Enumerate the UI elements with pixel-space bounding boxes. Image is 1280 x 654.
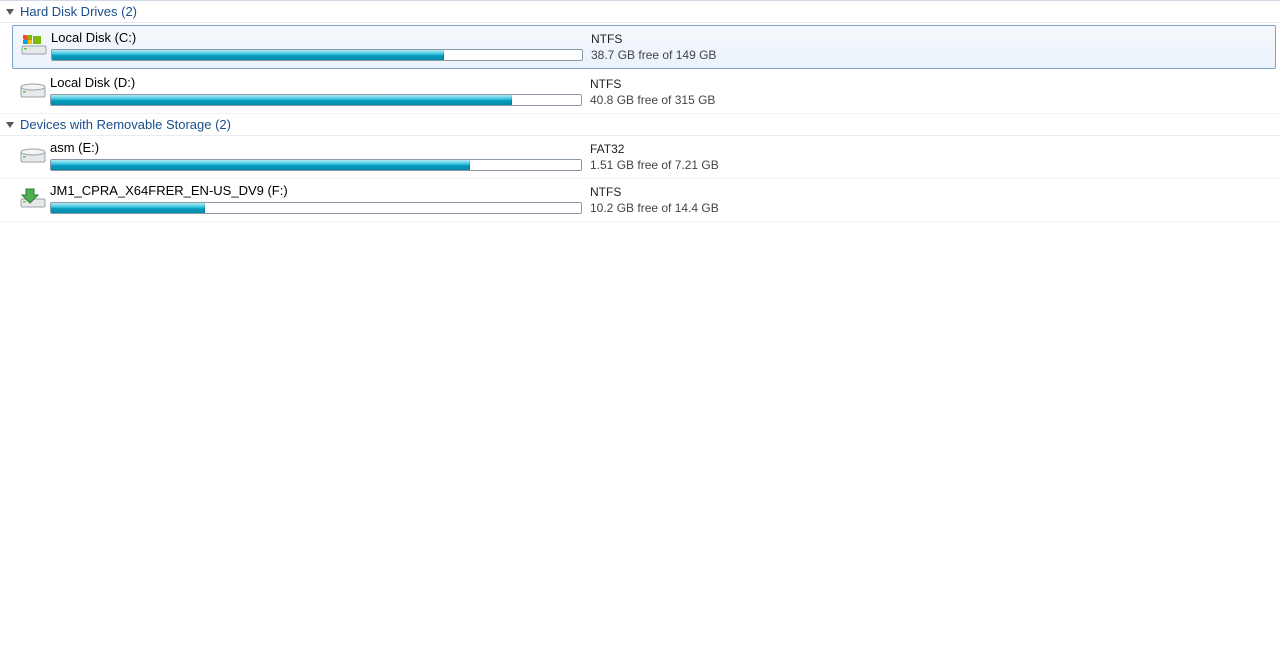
free-space-label: 38.7 GB free of 149 GB xyxy=(591,48,716,62)
drive-group: Devices with Removable Storage (2) asm (… xyxy=(0,114,1280,222)
filesystem-label: NTFS xyxy=(590,77,715,91)
usage-bar xyxy=(50,159,582,171)
usage-bar xyxy=(51,49,583,61)
drive-row[interactable]: JM1_CPRA_X64FRER_EN-US_DV9 (F:) NTFS 10.2 … xyxy=(0,179,1280,222)
drive-main: asm (E:) xyxy=(50,140,590,171)
drive-info: NTFS 10.2 GB free of 14.4 GB xyxy=(590,183,719,215)
drive-main: Local Disk (D:) xyxy=(50,75,590,106)
os-drive-icon xyxy=(17,30,51,56)
filesystem-label: NTFS xyxy=(590,185,719,199)
usage-bar-fill xyxy=(52,50,444,60)
install-drive-icon xyxy=(16,183,50,209)
drive-info: NTFS 40.8 GB free of 315 GB xyxy=(590,75,715,107)
drive-info: NTFS 38.7 GB free of 149 GB xyxy=(591,30,716,62)
filesystem-label: FAT32 xyxy=(590,142,719,156)
group-header[interactable]: Hard Disk Drives (2) xyxy=(0,1,1280,23)
collapse-triangle-icon[interactable] xyxy=(6,9,14,15)
drive-name: Local Disk (D:) xyxy=(50,75,578,90)
explorer-drives-view: Hard Disk Drives (2) Local Disk (C:) NTFS… xyxy=(0,1,1280,222)
collapse-triangle-icon[interactable] xyxy=(6,122,14,128)
usage-bar-fill xyxy=(51,95,512,105)
usage-bar xyxy=(50,202,582,214)
free-space-label: 40.8 GB free of 315 GB xyxy=(590,93,715,107)
hdd-drive-icon xyxy=(16,75,50,101)
drive-row[interactable]: Local Disk (D:) NTFS 40.8 GB free of 315 G… xyxy=(0,71,1280,114)
drive-row[interactable]: asm (E:) FAT32 1.51 GB free of 7.21 GB xyxy=(0,136,1280,179)
usage-bar-fill xyxy=(51,203,205,213)
drive-info: FAT32 1.51 GB free of 7.21 GB xyxy=(590,140,719,172)
drive-group: Hard Disk Drives (2) Local Disk (C:) NTFS… xyxy=(0,1,1280,114)
drive-main: Local Disk (C:) xyxy=(51,30,591,61)
usage-bar xyxy=(50,94,582,106)
drive-name: Local Disk (C:) xyxy=(51,30,579,45)
hdd-drive-icon xyxy=(16,140,50,166)
drive-main: JM1_CPRA_X64FRER_EN-US_DV9 (F:) xyxy=(50,183,590,214)
drive-name: asm (E:) xyxy=(50,140,578,155)
drive-row[interactable]: Local Disk (C:) NTFS 38.7 GB free of 149 G… xyxy=(12,25,1276,69)
drive-name: JM1_CPRA_X64FRER_EN-US_DV9 (F:) xyxy=(50,183,578,198)
group-title: Devices with Removable Storage (2) xyxy=(20,117,231,132)
free-space-label: 10.2 GB free of 14.4 GB xyxy=(590,201,719,215)
group-header[interactable]: Devices with Removable Storage (2) xyxy=(0,114,1280,136)
group-title: Hard Disk Drives (2) xyxy=(20,4,137,19)
filesystem-label: NTFS xyxy=(591,32,716,46)
free-space-label: 1.51 GB free of 7.21 GB xyxy=(590,158,719,172)
usage-bar-fill xyxy=(51,160,470,170)
